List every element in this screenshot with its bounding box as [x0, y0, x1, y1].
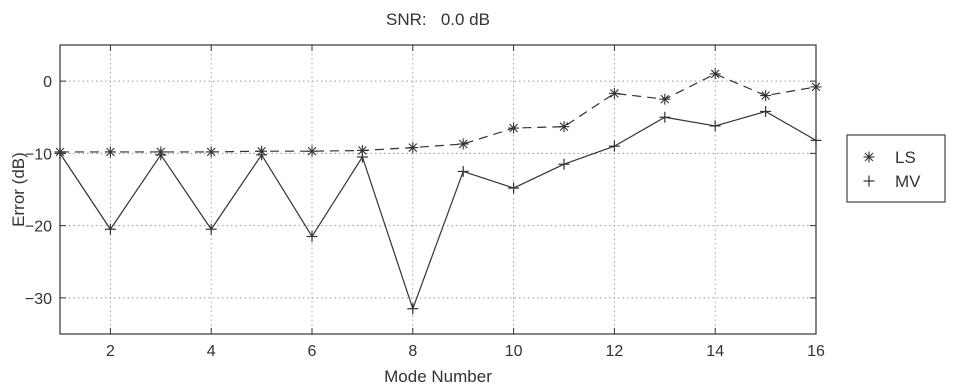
data-point-ls: [205, 146, 217, 158]
data-point-ls: [306, 145, 318, 157]
y-tick-label: 0: [43, 74, 52, 91]
legend-marker-ls: [863, 151, 875, 163]
data-point-mv: [407, 303, 419, 315]
legend-box: [846, 134, 946, 203]
chart-title: SNR: 0.0 dB: [386, 10, 490, 29]
data-point-ls: [407, 142, 419, 154]
x-tick-label: 8: [408, 343, 417, 360]
x-tick-label: 16: [807, 343, 825, 360]
data-point-ls: [810, 81, 822, 93]
data-point-mv: [155, 149, 167, 161]
plot-frame: [59, 44, 817, 335]
x-tick-label: 14: [706, 343, 724, 360]
data-point-mv: [256, 149, 268, 161]
data-point-mv: [356, 151, 368, 163]
data-point-mv: [306, 230, 318, 242]
data-point-mv: [608, 140, 620, 152]
data-point-ls: [508, 122, 520, 134]
data-point-ls: [659, 93, 671, 105]
x-tick-label: 4: [207, 343, 216, 360]
axis-ticks: 2 4 6 8 10 12 14 16 0 −10 −20 −30: [25, 45, 825, 360]
x-axis-title: Mode Number: [384, 367, 492, 386]
data-point-mv: [104, 223, 116, 235]
data-point-mv: [54, 147, 66, 159]
grid: [60, 45, 817, 334]
data-point-mv: [760, 105, 772, 117]
x-tick-label: 2: [106, 343, 115, 360]
data-point-mv: [508, 182, 520, 194]
data-point-ls: [760, 90, 772, 102]
x-tick-label: 6: [308, 343, 317, 360]
x-tick-label: 12: [606, 343, 624, 360]
data-point-mv: [659, 111, 671, 123]
data-point-mv: [810, 134, 822, 146]
data-point-mv: [558, 158, 570, 170]
x-tick-label: 10: [505, 343, 523, 360]
y-tick-label: −20: [25, 219, 52, 236]
legend-label-mv: MV: [895, 172, 921, 191]
series-line-ls: [60, 73, 817, 153]
data-point-mv: [205, 223, 217, 235]
legend: LS MV: [846, 134, 946, 203]
series-line-mv: [59, 110, 817, 310]
series-layer: [54, 68, 822, 315]
data-point-ls: [608, 87, 620, 99]
data-point-mv: [457, 165, 469, 177]
y-tick-label: −10: [25, 146, 52, 163]
data-point-ls: [457, 138, 469, 150]
data-point-mv: [709, 120, 721, 132]
y-axis-title: Error (dB): [9, 152, 28, 227]
y-tick-label: −30: [25, 291, 52, 308]
legend-label-ls: LS: [895, 148, 916, 167]
legend-marker-mv: [863, 175, 875, 187]
data-point-ls: [104, 146, 116, 158]
data-point-ls: [558, 121, 570, 133]
data-point-ls: [709, 68, 721, 80]
